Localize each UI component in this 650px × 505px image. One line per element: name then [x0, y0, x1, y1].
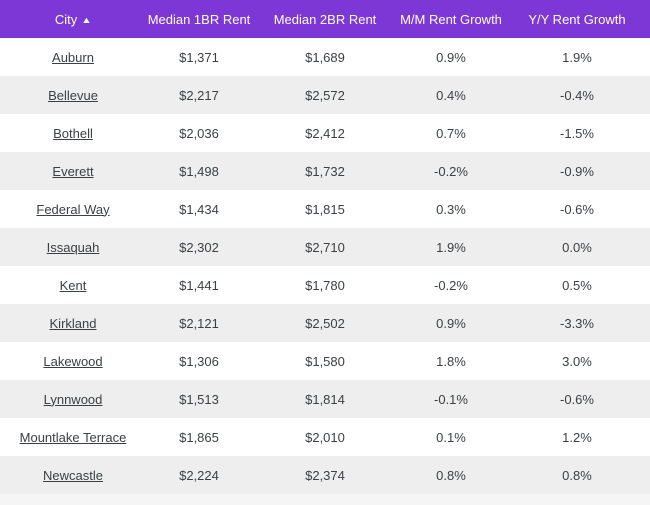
- median_2br-cell: $2,502: [305, 315, 345, 331]
- table-row: Federal Way $1,434 $1,815 0.3% -0.6%: [0, 190, 650, 228]
- mm_growth-cell: -0.2%: [434, 277, 468, 293]
- table-row: Everett $1,498 $1,732 -0.2% -0.9%: [0, 152, 650, 190]
- table-row: Lynnwood $1,513 $1,814 -0.1% -0.6%: [0, 380, 650, 418]
- median_1br-cell: $1,434: [179, 201, 219, 217]
- median_2br-cell: $1,780: [305, 277, 345, 293]
- rent-data-table: City ▲ Median 1BR Rent Median 2BR Rent M/M R…: [0, 0, 650, 494]
- table-row: Mountlake Terrace $1,865 $2,010 0.1% 1.2%: [0, 418, 650, 456]
- yy_growth-cell: -1.5%: [560, 125, 594, 141]
- sort-ascending-icon: ▲: [81, 14, 93, 25]
- city-link[interactable]: Bellevue: [48, 87, 98, 103]
- city-cell: Lynnwood: [10, 392, 136, 407]
- yy_growth-cell: 0.8%: [562, 467, 592, 483]
- city-link[interactable]: Lakewood: [43, 353, 103, 369]
- column-header-city[interactable]: City ▲: [10, 12, 136, 27]
- mm_growth-cell: -0.1%: [434, 391, 468, 407]
- city-link[interactable]: Federal Way: [36, 201, 110, 217]
- mm_growth-cell: 0.7%: [436, 125, 466, 141]
- city-cell: Kent: [10, 278, 136, 293]
- yy_growth-cell: 3.0%: [562, 353, 592, 369]
- column-header-label: Median 2BR Rent: [273, 11, 377, 27]
- median_1br-cell: $1,306: [179, 353, 219, 369]
- city-cell: Newcastle: [10, 468, 136, 483]
- yy_growth-cell: -0.6%: [560, 201, 594, 217]
- city-link[interactable]: Auburn: [52, 49, 94, 65]
- yy_growth-cell: 1.9%: [562, 49, 592, 65]
- mm_growth-cell: 0.8%: [436, 467, 466, 483]
- median_1br-cell: $2,036: [179, 125, 219, 141]
- median_2br-cell: $1,814: [305, 391, 345, 407]
- column-header-label: M/M Rent Growth: [400, 11, 502, 27]
- mm_growth-cell: 0.1%: [436, 429, 466, 445]
- table-row: Auburn $1,371 $1,689 0.9% 1.9%: [0, 38, 650, 76]
- table-header-row: City ▲ Median 1BR Rent Median 2BR Rent M/M R…: [0, 0, 650, 38]
- city-link[interactable]: Mountlake Terrace: [19, 429, 127, 445]
- table-row: Newcastle $2,224 $2,374 0.8% 0.8%: [0, 456, 650, 494]
- table-row: Bellevue $2,217 $2,572 0.4% -0.4%: [0, 76, 650, 114]
- city-link[interactable]: Bothell: [53, 125, 93, 141]
- median_1br-cell: $2,302: [179, 239, 219, 255]
- yy_growth-cell: -0.6%: [560, 391, 594, 407]
- median_2br-cell: $1,580: [305, 353, 345, 369]
- mm_growth-cell: 1.8%: [436, 353, 466, 369]
- city-link[interactable]: Newcastle: [43, 467, 103, 483]
- column-header-label: Y/Y Rent Growth: [528, 11, 626, 27]
- column-header-median_2br[interactable]: Median 2BR Rent: [262, 12, 388, 27]
- table-body: Auburn $1,371 $1,689 0.9% 1.9% Bellevue $2,217…: [0, 38, 650, 494]
- yy_growth-cell: 0.0%: [562, 239, 592, 255]
- median_2br-cell: $2,710: [305, 239, 345, 255]
- table-row: Bothell $2,036 $2,412 0.7% -1.5%: [0, 114, 650, 152]
- median_2br-cell: $2,572: [305, 87, 345, 103]
- median_2br-cell: $1,815: [305, 201, 345, 217]
- table-row: Kent $1,441 $1,780 -0.2% 0.5%: [0, 266, 650, 304]
- mm_growth-cell: 1.9%: [436, 239, 466, 255]
- median_2br-cell: $1,732: [305, 163, 345, 179]
- mm_growth-cell: 0.4%: [436, 87, 466, 103]
- median_1br-cell: $1,865: [179, 429, 219, 445]
- median_1br-cell: $1,441: [179, 277, 219, 293]
- mm_growth-cell: -0.2%: [434, 163, 468, 179]
- city-cell: Mountlake Terrace: [10, 430, 136, 445]
- median_1br-cell: $1,498: [179, 163, 219, 179]
- yy_growth-cell: 0.5%: [562, 277, 592, 293]
- city-cell: Bellevue: [10, 88, 136, 103]
- city-link[interactable]: Kirkland: [49, 315, 97, 331]
- mm_growth-cell: 0.9%: [436, 315, 466, 331]
- city-cell: Federal Way: [10, 202, 136, 217]
- city-cell: Lakewood: [10, 354, 136, 369]
- column-header-label: Median 1BR Rent: [147, 11, 251, 27]
- median_1br-cell: $2,121: [179, 315, 219, 331]
- median_2br-cell: $2,010: [305, 429, 345, 445]
- city-link[interactable]: Issaquah: [46, 239, 100, 255]
- city-cell: Auburn: [10, 50, 136, 65]
- city-cell: Kirkland: [10, 316, 136, 331]
- median_2br-cell: $1,689: [305, 49, 345, 65]
- median_1br-cell: $2,224: [179, 467, 219, 483]
- city-cell: Bothell: [10, 126, 136, 141]
- mm_growth-cell: 0.3%: [436, 201, 466, 217]
- median_1br-cell: $1,513: [179, 391, 219, 407]
- column-header-median_1br[interactable]: Median 1BR Rent: [136, 12, 262, 27]
- yy_growth-cell: -3.3%: [560, 315, 594, 331]
- median_1br-cell: $2,217: [179, 87, 219, 103]
- yy_growth-cell: -0.9%: [560, 163, 594, 179]
- column-header-label: City: [54, 11, 78, 27]
- yy_growth-cell: -0.4%: [560, 87, 594, 103]
- city-cell: Everett: [10, 164, 136, 179]
- table-row: Issaquah $2,302 $2,710 1.9% 0.0%: [0, 228, 650, 266]
- table-row: Kirkland $2,121 $2,502 0.9% -3.3%: [0, 304, 650, 342]
- yy_growth-cell: 1.2%: [562, 429, 592, 445]
- mm_growth-cell: 0.9%: [436, 49, 466, 65]
- city-cell: Issaquah: [10, 240, 136, 255]
- table-row: Lakewood $1,306 $1,580 1.8% 3.0%: [0, 342, 650, 380]
- column-header-mm_growth[interactable]: M/M Rent Growth: [388, 12, 514, 27]
- median_2br-cell: $2,374: [305, 467, 345, 483]
- city-link[interactable]: Lynnwood: [43, 391, 103, 407]
- column-header-yy_growth[interactable]: Y/Y Rent Growth: [514, 12, 640, 27]
- median_1br-cell: $1,371: [179, 49, 219, 65]
- median_2br-cell: $2,412: [305, 125, 345, 141]
- city-link[interactable]: Kent: [59, 277, 87, 293]
- city-link[interactable]: Everett: [52, 163, 94, 179]
